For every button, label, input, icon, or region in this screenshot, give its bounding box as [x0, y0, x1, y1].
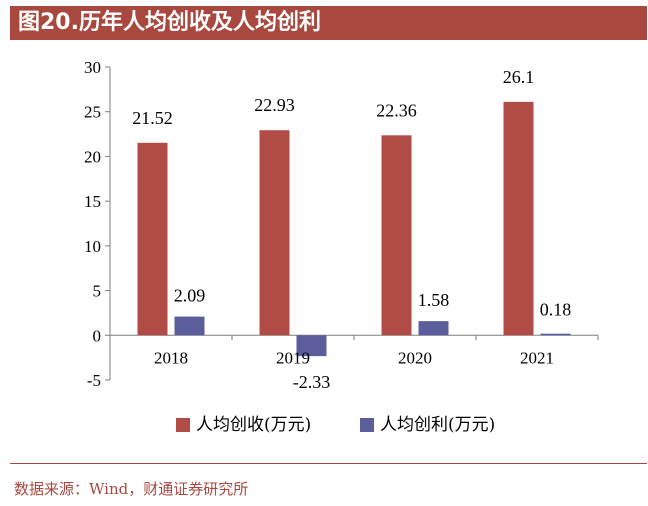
legend: 人均创收(万元) 人均创利(万元): [176, 415, 495, 435]
bar-revenue-2018: [137, 142, 168, 336]
data-label-profit: -2.33: [293, 372, 331, 392]
footer-divider: [10, 463, 647, 464]
bar-profit-2019: [296, 335, 327, 357]
bar-revenue-2019: [259, 130, 290, 336]
data-label-revenue: 22.93: [254, 95, 295, 115]
data-label-revenue: 22.36: [376, 100, 417, 120]
chart-title: 图20.历年人均创收及人均创利: [10, 6, 647, 40]
y-tick-label: 0: [93, 326, 102, 345]
bar-chart: -5 0 5 10 15 20 25 30 2018 21.52 2.09 2019 22.93 -2.…: [84, 58, 599, 435]
legend-label-revenue: 人均创收(万元): [196, 415, 311, 435]
x-tick-label: 2018: [154, 348, 188, 367]
bar-revenue-2021: [503, 101, 534, 336]
y-tick-label: 20: [84, 147, 101, 166]
x-tick-label: 2019: [276, 348, 310, 367]
labels-layer: 2018 21.52 2.09 2019 22.93 -2.33 2020 22.36 1.58…: [132, 67, 571, 392]
legend-swatch-revenue: [176, 418, 190, 432]
legend-label-profit: 人均创利(万元): [380, 415, 495, 435]
y-tick-label: 10: [84, 237, 101, 256]
y-tick-label: 5: [93, 282, 102, 301]
y-tick-label: 25: [84, 103, 101, 122]
data-label-profit: 2.09: [174, 286, 206, 306]
legend-swatch-profit: [360, 418, 374, 432]
bar-profit-2021: [540, 333, 571, 336]
y-tick-label: 15: [84, 192, 101, 211]
x-tick-label: 2021: [520, 348, 554, 367]
data-label-profit: 0.18: [540, 300, 572, 320]
data-label-revenue: 26.1: [503, 67, 535, 87]
bar-revenue-2020: [381, 135, 412, 336]
data-label-profit: 1.58: [418, 290, 450, 310]
y-tick-label: -5: [87, 371, 101, 390]
y-tick-label: 30: [84, 58, 101, 77]
bar-profit-2020: [418, 321, 449, 336]
source-note: 数据来源：Wind，财通证券研究所: [14, 480, 249, 498]
bars-layer: [137, 101, 571, 357]
bar-profit-2018: [174, 316, 205, 336]
x-tick-label: 2020: [398, 348, 432, 367]
data-label-revenue: 21.52: [132, 108, 173, 128]
